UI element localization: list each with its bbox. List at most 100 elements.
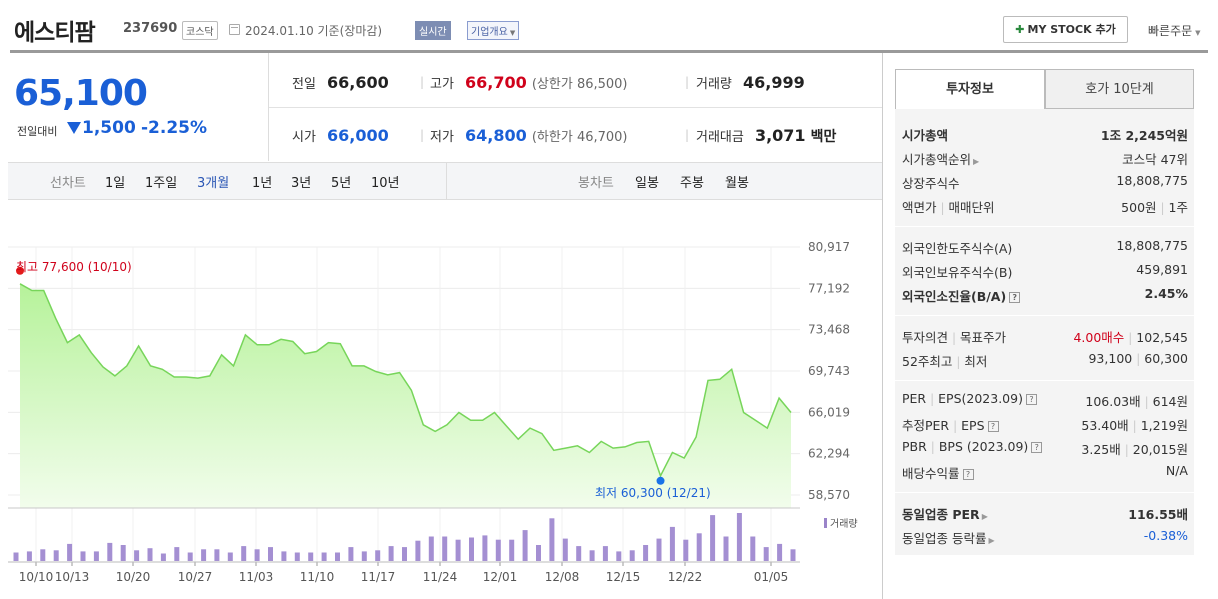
market-cap-row: 시가총액 1조 2,245억원 [902, 125, 1188, 145]
x-tick-label: 12/15 [606, 570, 641, 584]
volume-legend: 거래량 [830, 518, 858, 530]
tab-order-book[interactable]: 호가 10단계 [1045, 69, 1194, 109]
tab-1d[interactable]: 1일 [105, 176, 126, 191]
est-per-label: 추정PER [902, 418, 950, 433]
volume-bar [469, 537, 474, 561]
date-text: 2024.01.10 기준(장마감) [245, 24, 383, 38]
eps-value: 614원 [1152, 394, 1188, 409]
foreign-hold-row: 외국인보유주식수(B) 459,891 [902, 262, 1188, 282]
volume-legend-swatch [824, 518, 827, 528]
volume-bar [602, 546, 608, 561]
quick-order-label: 빠른주문 [1148, 24, 1193, 38]
x-tick-label: 11/17 [361, 570, 396, 584]
volume-bar [589, 550, 595, 561]
help-icon[interactable]: ? [987, 421, 999, 432]
panel-divider [882, 53, 883, 599]
candle-chart-label: 봉차트 [578, 176, 614, 191]
help-icon[interactable]: ? [1025, 394, 1037, 405]
foreign-ratio-value: 2.45% [1144, 286, 1188, 301]
high-value: 66,700 [465, 73, 527, 92]
quote-open: 시가 66,000 [292, 126, 389, 145]
volume-bar [683, 539, 689, 561]
x-tick-label: 12/01 [483, 570, 518, 584]
my-stock-add-button[interactable]: ✚ MY STOCK 추가 [1003, 16, 1128, 43]
x-tick-label: 10/13 [55, 570, 90, 584]
sector-change-label: 동일업종 등락률 [902, 531, 987, 546]
volume-bar [214, 549, 220, 561]
quote-volume: 거래량 46,999 [696, 73, 805, 92]
foreign-limit-value: 18,808,775 [1116, 238, 1188, 253]
w52-low-value: 60,300 [1144, 351, 1188, 366]
volume-bar [40, 549, 46, 561]
w52-low-label: 최저 [964, 354, 988, 369]
quick-order-button[interactable]: 빠른주문 ▼ [1148, 22, 1201, 39]
volume-bar [656, 538, 662, 561]
y-tick-label: 80,917 [808, 240, 850, 254]
help-icon[interactable]: ? [1009, 292, 1021, 303]
volume-bar [669, 526, 675, 561]
volume-bar [147, 548, 153, 561]
diff-percent: -2.25% [141, 118, 208, 138]
current-price: 65,100 [14, 73, 148, 114]
tab-weekly[interactable]: 주봉 [680, 176, 704, 191]
volume-bar [442, 536, 448, 561]
divider [269, 107, 882, 108]
price-chart: 80,917 77,192 73,468 69,743 66,019 62,294 58,5… [8, 240, 858, 584]
volume-bar [750, 536, 756, 561]
volume-bar [281, 551, 287, 561]
sector-change-row[interactable]: 동일업종 등락률 ▶ -0.38% [902, 528, 1188, 548]
foreign-hold-value: 459,891 [1136, 262, 1188, 277]
volume-bar [174, 547, 180, 561]
calendar-icon [229, 24, 240, 35]
market-cap-rank-row[interactable]: 시가총액순위 ▶ 코스닥 47위 [902, 149, 1188, 169]
help-icon[interactable]: ? [962, 469, 974, 480]
quote-high: 고가 66,700 (상한가 86,500) [430, 73, 628, 92]
per-row: PER | EPS(2023.09)? 106.03배 | 614원 [902, 391, 1188, 409]
x-tick-label: 11/10 [300, 570, 335, 584]
volume-bar [361, 551, 367, 561]
volume-bar [67, 543, 73, 561]
tab-3y[interactable]: 3년 [291, 176, 312, 191]
divider [268, 53, 269, 161]
chevron-down-icon: ▼ [1195, 29, 1201, 37]
low-marker [656, 476, 665, 485]
market-cap-rank-label: 시가총액순위 [902, 152, 972, 167]
tab-3m[interactable]: 3개월 [197, 176, 230, 191]
volume-bar [428, 536, 434, 561]
plus-icon: ✚ [1015, 23, 1025, 36]
tab-1w[interactable]: 1주일 [145, 176, 178, 191]
low-value: 64,800 [465, 126, 527, 145]
tab-daily[interactable]: 일봉 [635, 176, 659, 191]
x-tick-label: 10/10 [19, 570, 54, 584]
amount-label: 거래대금 [696, 130, 744, 145]
tab-5y[interactable]: 5년 [331, 176, 352, 191]
volume-bar [201, 549, 207, 561]
w52-high-value: 93,100 [1088, 351, 1133, 366]
x-tick-label: 12/22 [668, 570, 703, 584]
foreign-hold-label: 외국인보유주식수(B) [902, 265, 1013, 280]
tab-monthly[interactable]: 월봉 [725, 176, 749, 191]
face-label: 액면가 [902, 200, 937, 215]
dividend-value: N/A [1165, 463, 1188, 478]
tab-invest-info[interactable]: 투자정보 [895, 69, 1045, 109]
volume-bar [482, 535, 488, 561]
foreign-ratio-row: 외국인소진율(B/A)? 2.45% [902, 286, 1188, 306]
company-info-dropdown[interactable]: 기업개요 ▼ [467, 21, 520, 40]
company-info-label: 기업개요 [471, 27, 508, 38]
upper-limit: (상한가 86,500) [531, 77, 628, 92]
volume-bar [187, 552, 193, 561]
my-stock-label: MY STOCK 추가 [1027, 23, 1116, 36]
help-icon[interactable]: ? [1031, 442, 1043, 453]
y-tick-label: 58,570 [808, 488, 850, 502]
sector-per-row[interactable]: 동일업종 PER ▶ 116.55배 [902, 504, 1188, 524]
quote-low: 저가 64,800 (하한가 46,700) [430, 126, 628, 145]
tab-10y[interactable]: 10년 [371, 176, 400, 191]
volume-bar [696, 533, 702, 561]
volume-bar [335, 552, 340, 561]
chevron-right-icon: ▶ [981, 512, 988, 521]
x-tick-label: 10/27 [178, 570, 213, 584]
realtime-button[interactable]: 실시간 [415, 21, 451, 40]
tab-1y[interactable]: 1년 [252, 176, 273, 191]
y-tick-label: 73,468 [808, 323, 850, 337]
prev-label: 전일 [292, 77, 316, 92]
